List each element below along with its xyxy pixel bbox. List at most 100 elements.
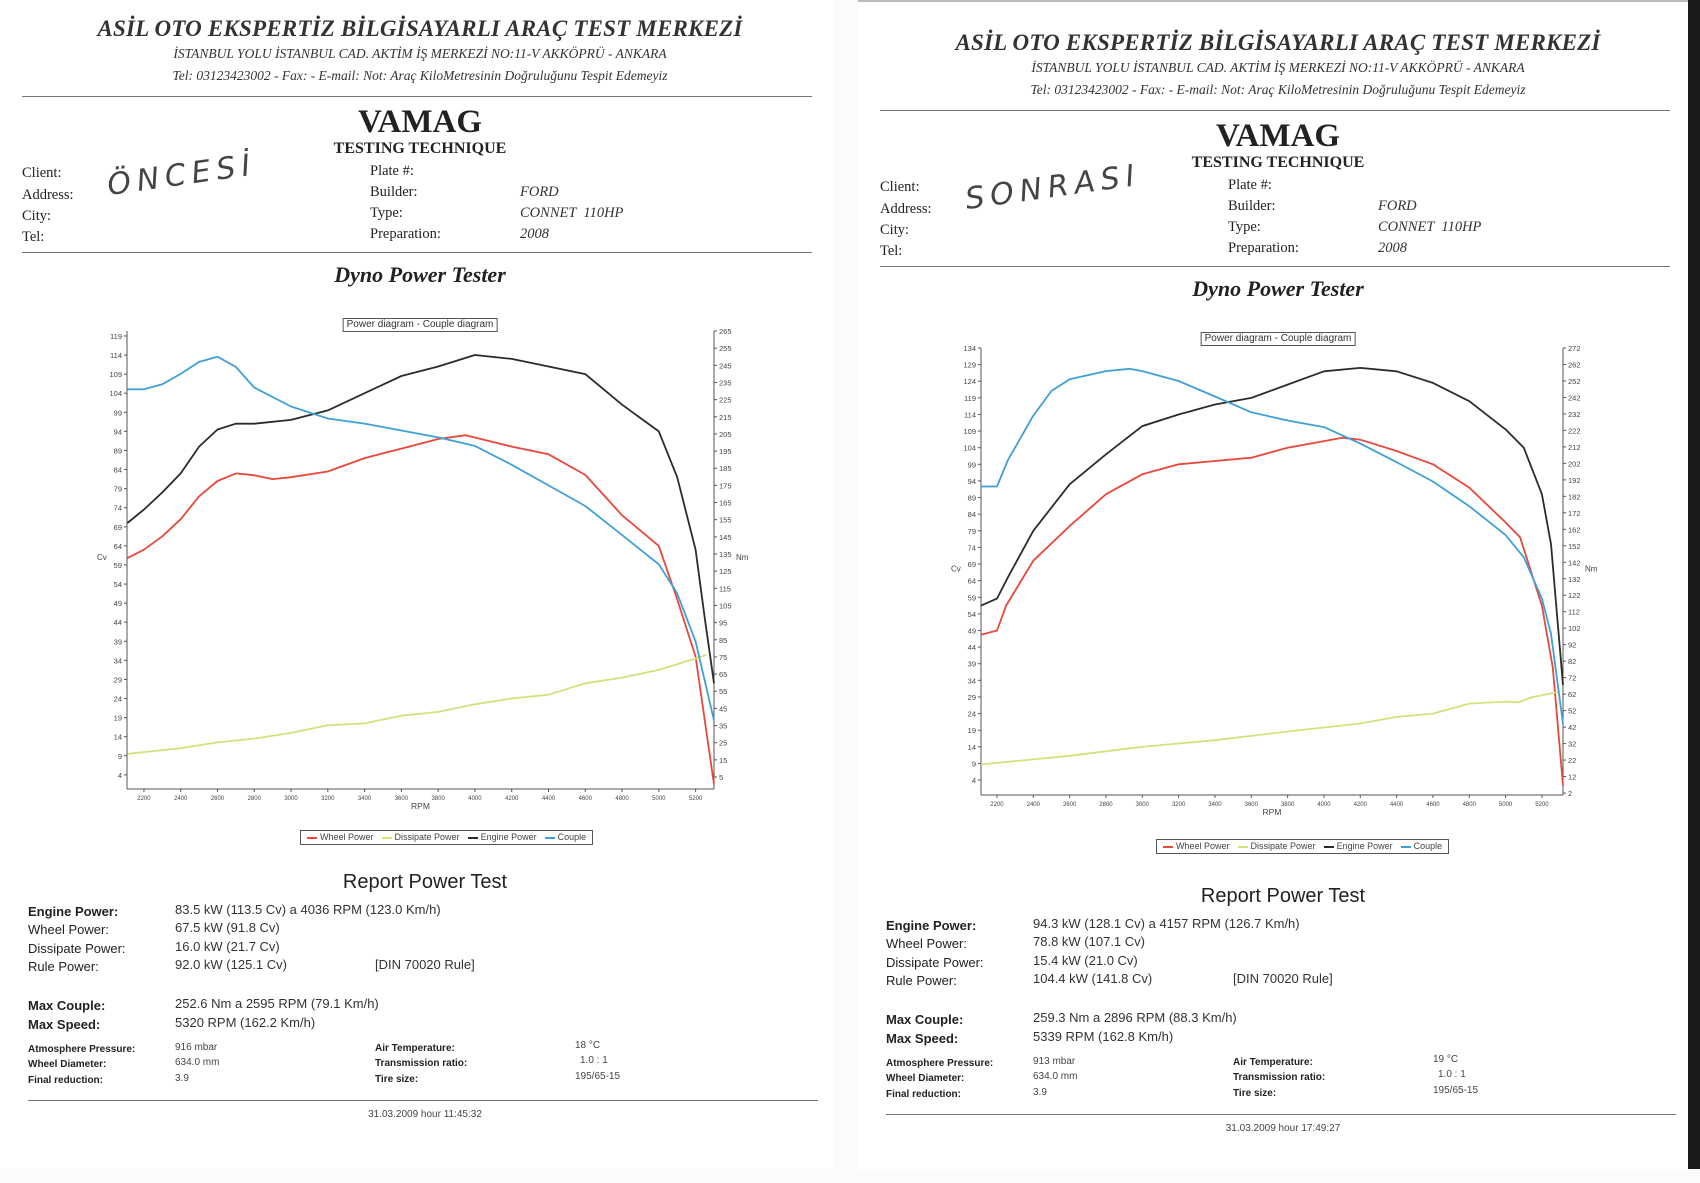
legend-item-couple: Couple xyxy=(544,831,587,844)
y-tick-label-right: 215 xyxy=(719,413,732,422)
series-line-wheel-power xyxy=(980,436,1564,786)
tire-value: 195/65-15 xyxy=(575,1071,621,1082)
tire-value: 195/65-15 xyxy=(1433,1085,1479,1096)
page-content: ASİL OTO EKSPERTİZ BİLGİSAYARLI ARAÇ TES… xyxy=(858,14,1688,1183)
y-tick-label-left: 84 xyxy=(968,510,976,519)
company-contact: Tel: 03123423002 - Fax: - E-mail: Not: A… xyxy=(172,68,668,83)
y-tick-label-right: 92 xyxy=(1568,641,1576,650)
y-tick-label-right: 205 xyxy=(719,430,732,439)
x-tick-label: 3200 xyxy=(1172,802,1186,808)
preparation-label: Preparation: xyxy=(370,226,441,242)
y-tick-label-right: 195 xyxy=(719,447,732,456)
x-tick-label: 5000 xyxy=(1499,802,1513,808)
max-couple-value: 259.3 Nm a 2896 RPM (88.3 Km/h) xyxy=(1033,1010,1237,1025)
x-tick-label: 3200 xyxy=(321,796,335,802)
brand-name: VAMAG xyxy=(357,104,483,140)
air-temp-label: Air Temperature: xyxy=(1233,1057,1313,1068)
y-tick-label-left: 124 xyxy=(963,377,976,386)
y-tick-label-right: 135 xyxy=(719,550,732,559)
y-tick-label-right: 85 xyxy=(719,636,727,645)
dyno-chart: 4914192429343944495459646974798489949910… xyxy=(97,327,749,811)
y-tick-label-left: 114 xyxy=(964,410,976,419)
chart-legend: Wheel Power Dissipate Power Engine Power… xyxy=(300,830,594,845)
tel-label: Tel: xyxy=(880,243,903,259)
wheel-diameter-label: Wheel Diameter: xyxy=(886,1073,965,1084)
engine-power-value: 83.5 kW (113.5 Cv) a 4036 RPM (123.0 Km/… xyxy=(175,902,441,917)
x-tick-label: 3800 xyxy=(1281,802,1295,808)
y-tick-label-left: 29 xyxy=(114,675,122,684)
x-tick-label: 5200 xyxy=(689,796,703,802)
series-line-couple xyxy=(127,355,715,721)
company-contact: Tel: 03123423002 - Fax: - E-mail: Not: A… xyxy=(1030,82,1526,97)
legend-item-couple: Couple xyxy=(1400,840,1442,853)
divider xyxy=(22,252,812,253)
series-line-dissipate-power xyxy=(980,691,1559,766)
y-axis-label-left: Cv xyxy=(951,565,961,574)
air-temp-value: 18 °C xyxy=(575,1040,601,1051)
max-speed-value: 5320 RPM (162.2 Km/h) xyxy=(175,1015,316,1030)
legend-label: Couple xyxy=(557,832,587,842)
company-address: İSTANBUL YOLU İSTANBUL CAD. AKTİM İŞ MER… xyxy=(173,46,667,61)
y-tick-label-right: 55 xyxy=(719,687,727,696)
divider xyxy=(886,1114,1676,1115)
max-couple-value: 252.6 Nm a 2595 RPM (79.1 Km/h) xyxy=(175,996,379,1011)
company-title: ASİL OTO EKSPERTİZ BİLGİSAYARLI ARAÇ TES… xyxy=(955,30,1601,55)
legend-label: Dissipate Power xyxy=(394,832,460,842)
type-label: Type: xyxy=(1228,219,1261,235)
y-tick-label-right: 232 xyxy=(1568,410,1581,419)
max-speed-value: 5339 RPM (162.8 Km/h) xyxy=(1033,1029,1174,1044)
legend-label: Engine Power xyxy=(1336,841,1393,851)
series-line-engine-power xyxy=(980,366,1564,686)
final-reduction-label: Final reduction: xyxy=(886,1089,961,1100)
y-tick-label-right: 125 xyxy=(719,567,732,576)
x-tick-label: 2400 xyxy=(174,796,188,802)
x-tick-label: 4600 xyxy=(579,796,593,802)
y-tick-label-left: 109 xyxy=(963,427,976,436)
y-tick-label-left: 24 xyxy=(114,695,122,704)
y-tick-label-right: 222 xyxy=(1568,426,1581,435)
y-tick-label-right: 182 xyxy=(1568,492,1581,501)
wheel-diameter-label: Wheel Diameter: xyxy=(28,1059,107,1070)
y-tick-label-left: 99 xyxy=(968,460,976,469)
y-tick-label-left: 79 xyxy=(968,527,976,536)
x-tick-label: 2200 xyxy=(137,796,151,802)
final-reduction-value: 3.9 xyxy=(175,1073,189,1084)
report-title: Report Power Test xyxy=(1200,885,1366,907)
y-tick-label-left: 19 xyxy=(968,726,976,735)
dissipate-power-value: 15.4 kW (21.0 Cv) xyxy=(1033,953,1138,968)
x-axis-label: RPM xyxy=(411,801,430,811)
y-tick-label-left: 59 xyxy=(968,593,976,602)
series-line-engine-power xyxy=(126,354,715,684)
legend-item-engine-power: Engine Power xyxy=(1323,840,1393,853)
type-label: Type: xyxy=(370,205,403,221)
dissipate-power-value: 16.0 kW (21.7 Cv) xyxy=(175,939,280,954)
y-tick-label-left: 84 xyxy=(114,466,122,475)
preparation-value: 2008 xyxy=(520,226,549,242)
pressure-label: Atmosphere Pressure: xyxy=(886,1058,994,1069)
preparation-value: 2008 xyxy=(1378,240,1407,256)
legend-item-dissipate-power: Dissipate Power xyxy=(1237,840,1316,853)
section-title: Dyno Power Tester xyxy=(1192,276,1364,301)
rule-power-label: Rule Power: xyxy=(28,959,99,974)
rule-power-label: Rule Power: xyxy=(886,973,957,988)
y-tick-label-right: 192 xyxy=(1568,476,1581,485)
y-tick-label-right: 155 xyxy=(719,516,732,525)
x-tick-label: 3600 xyxy=(1245,802,1259,808)
final-reduction-label: Final reduction: xyxy=(28,1075,103,1086)
pressure-value: 916 mbar xyxy=(175,1042,218,1053)
y-axis-label-right: Nm xyxy=(1585,565,1598,574)
y-tick-label-right: 242 xyxy=(1568,393,1581,402)
y-tick-label-right: 162 xyxy=(1568,525,1581,534)
y-tick-label-right: 25 xyxy=(719,739,727,748)
y-tick-label-left: 134 xyxy=(963,344,976,353)
y-tick-label-right: 225 xyxy=(719,396,732,405)
section-title: Dyno Power Tester xyxy=(334,262,506,287)
brand-subtitle: TESTING TECHNIQUE xyxy=(333,140,507,157)
x-tick-label: 3000 xyxy=(284,796,298,802)
wheel-diameter-value: 634.0 mm xyxy=(175,1057,220,1068)
tel-label: Tel: xyxy=(22,229,45,245)
y-tick-label-right: 105 xyxy=(719,601,732,610)
y-tick-label-left: 39 xyxy=(114,637,122,646)
y-tick-label-right: 145 xyxy=(719,533,732,542)
x-tick-label: 4400 xyxy=(542,796,556,802)
